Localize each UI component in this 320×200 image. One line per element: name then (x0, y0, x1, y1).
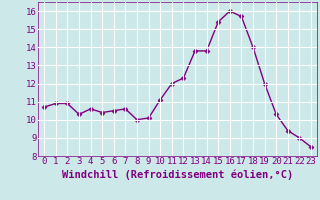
X-axis label: Windchill (Refroidissement éolien,°C): Windchill (Refroidissement éolien,°C) (62, 169, 293, 180)
